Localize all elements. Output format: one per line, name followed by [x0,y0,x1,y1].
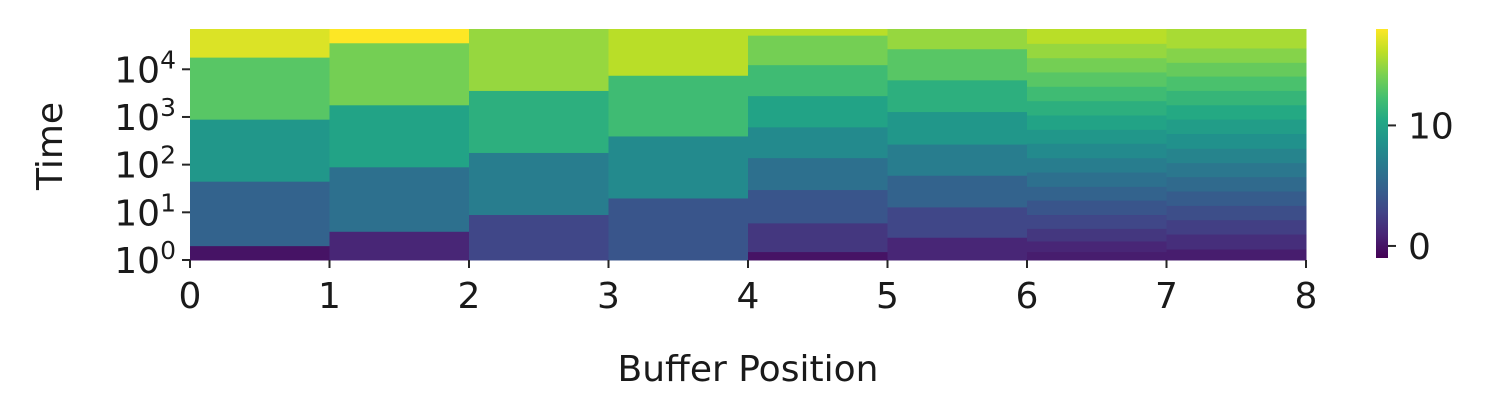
heatmap-cell-2-3 [469,29,609,91]
heatmap-cell-4-2 [748,189,888,224]
heatmap-cell-2-1 [469,152,609,216]
heatmap-cell-6-14 [1027,57,1167,73]
heatmap-cell-5-4 [887,111,1028,145]
heatmap-cell-7-2 [1166,219,1307,235]
heatmap-cell-7-12 [1166,76,1307,91]
heatmap-cell-6-2 [1027,228,1167,242]
heatmap-cell-5-7 [887,29,1028,50]
heatmap-cell-6-9 [1027,129,1167,144]
heatmap-cell-6-7 [1027,157,1167,173]
heatmap-cell-7-13 [1166,62,1307,77]
y-tick-label: 102 [114,141,176,187]
heatmap-cell-6-8 [1027,143,1167,159]
y-tick-label: 100 [114,236,176,282]
heatmap-cell-7-11 [1166,90,1307,106]
heatmap-cell-7-7 [1166,148,1307,164]
heatmap-cell-7-1 [1166,234,1307,250]
heatmap-cell-6-6 [1027,172,1167,187]
heatmap-cell-6-1 [1027,241,1167,253]
heatmap-cell-5-2 [887,175,1028,208]
heatmap-cell-1-1 [329,166,470,232]
x-tick-label: 4 [737,276,760,317]
heatmap-cell-3-0 [608,197,749,261]
heatmap-cell-3-2 [608,75,749,137]
colorbar-tick-label: 0 [1408,227,1431,268]
heatmap-cell-1-4 [329,29,470,44]
y-tick-label: 103 [114,93,176,139]
heatmap-cell-2-2 [469,90,609,153]
x-axis: 0 1 2 3 4 5 6 7 8 [179,260,1318,317]
heatmap-cell-7-15 [1166,29,1307,49]
x-tick-label: 3 [597,276,620,317]
heatmap-cell-3-3 [608,29,749,76]
heatmap-cell-5-0 [887,237,1028,261]
x-axis-label: Buffer Position [618,349,879,390]
x-tick-label: 1 [318,276,341,317]
heatmap-cell-4-0 [748,251,888,261]
y-tick-label: 104 [114,45,176,91]
heatmap-cell-7-3 [1166,205,1307,221]
heatmap-cell-7-8 [1166,133,1307,149]
x-tick-label: 8 [1295,276,1318,317]
y-tick-label: 101 [114,188,176,234]
heatmap-cell-7-0 [1166,249,1307,261]
x-tick-label: 6 [1016,276,1039,317]
heatmap-cell-4-5 [748,95,888,128]
heatmap-cell-6-11 [1027,100,1167,116]
heatmap-cell-6-15 [1027,43,1167,59]
heatmap-cell-2-0 [469,214,609,261]
heatmap-cell-5-3 [887,144,1028,176]
heatmap-cell-0-1 [190,181,330,247]
heatmap-cell-6-3 [1027,214,1167,229]
heatmap-cell-0-0 [190,245,330,261]
heatmap-cell-4-6 [748,64,888,97]
x-tick-label: 7 [1155,276,1178,317]
heatmap-cell-3-1 [608,135,749,199]
colorbar-gradient [1376,29,1388,258]
heatmap-cell-5-5 [887,79,1028,113]
colorbar: 0 10 [1376,29,1454,268]
heatmap-cell-7-5 [1166,176,1307,192]
colorbar-tick-label: 10 [1408,106,1454,147]
heatmap-cell-4-1 [748,222,888,253]
heatmap-cell-6-13 [1027,71,1167,87]
y-axis-label: Time [30,102,71,191]
x-tick-label: 2 [458,276,481,317]
heatmap-cell-4-3 [748,157,888,191]
heatmap-cell-7-10 [1166,104,1307,120]
heatmap-cell-5-1 [887,206,1028,238]
heatmap-cell-5-6 [887,48,1028,81]
heatmap-cell-6-5 [1027,186,1167,201]
heatmap-cell-7-4 [1166,191,1307,206]
heatmap-cell-4-8 [748,29,888,36]
heatmap-cell-7-9 [1166,119,1307,135]
heatmap-cell-1-0 [329,231,470,261]
heatmap-cell-0-3 [190,57,330,120]
heatmap-cell-7-6 [1166,162,1307,178]
heatmap-cell-6-4 [1027,200,1167,216]
heatmap-cell-7-14 [1166,47,1307,63]
heatmap-cell-6-16 [1027,29,1167,44]
x-tick-label: 0 [179,276,202,317]
heatmap-cell-6-10 [1027,114,1167,130]
heatmap-cell-0-2 [190,119,330,182]
heatmap-cell-0-4 [190,29,330,58]
heatmap-cell-6-12 [1027,86,1167,102]
x-tick-label: 5 [876,276,899,317]
heatmap-cell-6-0 [1027,251,1167,261]
heatmap-cell-1-2 [329,104,470,168]
heatmap-cell-4-4 [748,126,888,159]
heatmap-cell-4-7 [748,35,888,66]
plot-area [190,29,1307,261]
heatmap-cell-1-3 [329,42,470,106]
